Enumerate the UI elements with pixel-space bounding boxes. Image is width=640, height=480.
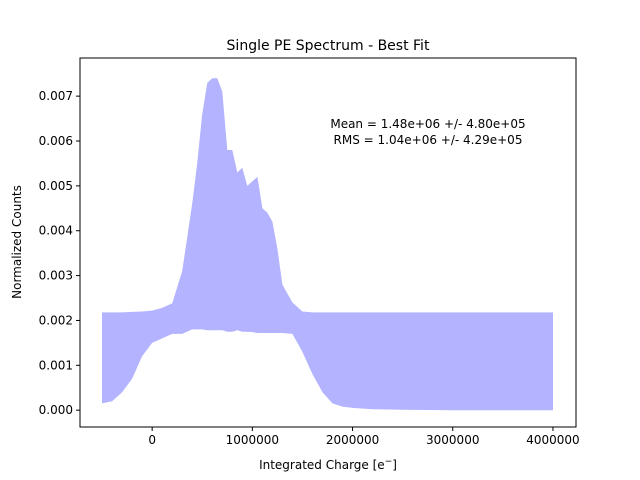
y-tick-label: 0.001 — [39, 358, 73, 372]
x-axis-label-close: ] — [392, 458, 397, 472]
x-axis-label-main: Integrated Charge [e — [259, 458, 385, 472]
y-axis: 0.000 0.001 0.002 0.003 0.004 0.005 0.006 0.007 — [39, 89, 80, 417]
mean-annotation: Mean = 1.48e+06 +/- 4.80e+05 — [330, 117, 525, 131]
y-tick-label: 0.005 — [39, 179, 73, 193]
y-tick-label: 0.000 — [39, 403, 73, 417]
y-tick-label: 0.006 — [39, 134, 73, 148]
x-tick-label: 4000000 — [526, 433, 579, 447]
x-tick-label: 2000000 — [326, 433, 379, 447]
y-tick-label: 0.003 — [39, 269, 73, 283]
x-axis: 0 1000000 2000000 3000000 4000000 — [148, 427, 580, 447]
chart-title: Single PE Spectrum - Best Fit — [227, 38, 430, 54]
rms-annotation: RMS = 1.04e+06 +/- 4.29e+05 — [334, 133, 523, 147]
x-axis-label: Integrated Charge [e−] — [259, 457, 397, 472]
spectrum-band-area — [102, 78, 553, 411]
y-tick-label: 0.002 — [39, 313, 73, 327]
y-tick-label: 0.004 — [39, 224, 73, 238]
x-axis-label-superscript: − — [385, 457, 393, 467]
y-tick-label: 0.007 — [39, 89, 73, 103]
x-tick-label: 0 — [148, 433, 156, 447]
x-tick-label: 1000000 — [226, 433, 279, 447]
x-tick-label: 3000000 — [426, 433, 479, 447]
y-axis-label: Normalized Counts — [10, 185, 24, 299]
plot-area — [102, 78, 553, 411]
plot-frame — [79, 57, 577, 428]
